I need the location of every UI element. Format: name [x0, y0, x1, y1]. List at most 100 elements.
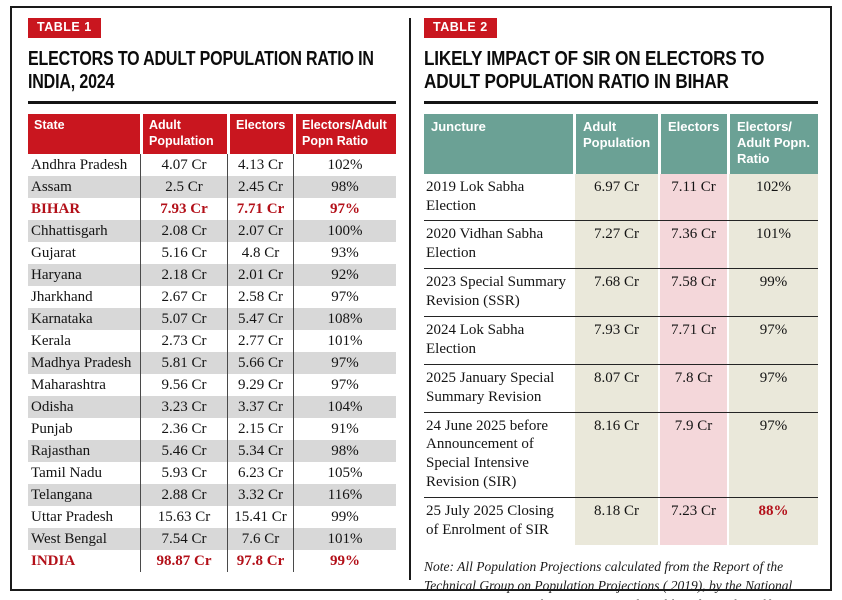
state-cell: Jharkhand: [31, 288, 93, 305]
ratio-cell: 99%: [727, 269, 818, 316]
table-row: Punjab 2.36 Cr 2.15 Cr 91%: [28, 418, 396, 441]
electors-cell: 7.36 Cr: [658, 221, 727, 269]
table-row: Assam 2.5 Cr 2.45 Cr 98%: [28, 176, 396, 199]
juncture-cell: 25 July 2025 Closing of Enrolment of SIR: [424, 498, 573, 545]
table-row: Odisha 3.23 Cr 3.37 Cr 104%: [28, 396, 396, 419]
adult-population-cell: 2.08 Cr: [140, 220, 227, 243]
state-cell: Rajasthan: [31, 442, 91, 459]
ratio-cell: 97%: [727, 364, 818, 412]
state-cell: Madhya Pradesh: [31, 354, 132, 371]
state-cell: Tamil Nadu: [31, 464, 103, 481]
adult-population-cell: 2.88 Cr: [140, 484, 227, 507]
column-header-juncture: Juncture: [424, 113, 573, 174]
adult-population-cell: 4.07 Cr: [140, 154, 227, 177]
ratio-cell: 104%: [293, 396, 396, 419]
adult-population-cell: 7.27 Cr: [573, 221, 658, 269]
electors-cell: 5.47 Cr: [227, 308, 293, 331]
table-row: 2025 January Special Summary Revision 8.0…: [424, 364, 818, 413]
table-row: 2019 Lok Sabha Election 6.97 Cr 7.11 Cr 102…: [424, 173, 818, 222]
state-cell: Punjab: [31, 420, 73, 437]
electors-cell: 7.8 Cr: [658, 364, 727, 412]
table-row: BIHAR 7.93 Cr 7.71 Cr 97%: [28, 198, 396, 221]
table1-panel: TABLE 1 ELECTORS TO ADULT POPULATION RAT…: [28, 18, 396, 573]
ratio-cell: 108%: [293, 308, 396, 331]
ratio-cell: 101%: [727, 221, 818, 269]
adult-population-cell: 7.93 Cr: [573, 316, 658, 364]
table1-body: Andhra Pradesh 4.07 Cr 4.13 Cr 102% Assam 2.5…: [28, 154, 396, 573]
electors-cell: 2.07 Cr: [227, 220, 293, 243]
ratio-cell: 97%: [293, 286, 396, 309]
electors-cell: 2.15 Cr: [227, 418, 293, 441]
electors-cell: 2.77 Cr: [227, 330, 293, 353]
table-row: 24 June 2025 before Announcement of Spec…: [424, 412, 818, 499]
table2-title: LIKELY IMPACT OF SIR ON ELECTORS TO ADUL…: [424, 47, 765, 93]
state-cell: Uttar Pradesh: [31, 508, 114, 525]
adult-population-cell: 8.07 Cr: [573, 364, 658, 412]
juncture-cell: 24 June 2025 before Announcement of Spec…: [424, 412, 573, 498]
table1: State Adult Population Electors Electors…: [28, 113, 396, 573]
adult-population-cell: 5.93 Cr: [140, 462, 227, 485]
table2-body: 2019 Lok Sabha Election 6.97 Cr 7.11 Cr 102…: [424, 173, 818, 545]
adult-population-cell: 7.93 Cr: [140, 198, 227, 221]
table2-badge: TABLE 2: [424, 18, 497, 38]
table-row: 2023 Special Summary Revision (SSR) 7.68 …: [424, 269, 818, 317]
juncture-cell: 2019 Lok Sabha Election: [424, 173, 573, 221]
table-row: Karnataka 5.07 Cr 5.47 Cr 108%: [28, 308, 396, 331]
electors-cell: 7.71 Cr: [227, 198, 293, 221]
electors-cell: 6.23 Cr: [227, 462, 293, 485]
state-cell: BIHAR: [31, 200, 81, 217]
border-frame: TABLE 1 ELECTORS TO ADULT POPULATION RAT…: [10, 6, 832, 600]
state-cell: Odisha: [31, 398, 74, 415]
table2-panel: TABLE 2 LIKELY IMPACT OF SIR ON ELECTORS…: [424, 18, 818, 600]
table2-header: Juncture Adult Population Electors Elect…: [424, 113, 818, 174]
electors-cell: 7.11 Cr: [658, 173, 727, 221]
ratio-cell: 88%: [727, 498, 818, 545]
ratio-cell: 105%: [293, 462, 396, 485]
juncture-cell: 2024 Lok Sabha Election: [424, 316, 573, 364]
adult-population-cell: 5.46 Cr: [140, 440, 227, 463]
column-divider: [409, 18, 411, 580]
state-cell: Kerala: [31, 332, 71, 349]
electors-cell: 7.23 Cr: [658, 498, 727, 545]
electors-cell: 2.58 Cr: [227, 286, 293, 309]
ratio-cell: 100%: [293, 220, 396, 243]
table-row: Uttar Pradesh 15.63 Cr 15.41 Cr 99%: [28, 506, 396, 529]
ratio-cell: 97%: [727, 316, 818, 364]
state-cell: Telangana: [31, 486, 93, 503]
table-row: West Bengal 7.54 Cr 7.6 Cr 101%: [28, 528, 396, 551]
ratio-cell: 97%: [727, 412, 818, 498]
table-row: 25 July 2025 Closing of Enrolment of SIR…: [424, 498, 818, 545]
ratio-cell: 99%: [293, 550, 396, 573]
electors-cell: 3.32 Cr: [227, 484, 293, 507]
electors-cell: 2.45 Cr: [227, 176, 293, 199]
adult-population-cell: 2.5 Cr: [140, 176, 227, 199]
state-cell: Maharashtra: [31, 376, 106, 393]
ratio-cell: 98%: [293, 440, 396, 463]
adult-population-cell: 2.36 Cr: [140, 418, 227, 441]
adult-population-cell: 2.67 Cr: [140, 286, 227, 309]
table-row: Haryana 2.18 Cr 2.01 Cr 92%: [28, 264, 396, 287]
ratio-cell: 98%: [293, 176, 396, 199]
table-row: Chhattisgarh 2.08 Cr 2.07 Cr 100%: [28, 220, 396, 243]
electors-cell: 7.71 Cr: [658, 316, 727, 364]
ratio-cell: 102%: [293, 154, 396, 177]
table1-badge: TABLE 1: [28, 18, 101, 38]
electors-cell: 3.37 Cr: [227, 396, 293, 419]
ratio-cell: 92%: [293, 264, 396, 287]
table1-header: State Adult Population Electors Electors…: [28, 113, 396, 155]
juncture-cell: 2023 Special Summary Revision (SSR): [424, 269, 573, 316]
ratio-cell: 97%: [293, 374, 396, 397]
adult-population-cell: 7.68 Cr: [573, 269, 658, 316]
electors-cell: 7.6 Cr: [227, 528, 293, 551]
adult-population-cell: 6.97 Cr: [573, 173, 658, 221]
electors-cell: 15.41 Cr: [227, 506, 293, 529]
table-row: Gujarat 5.16 Cr 4.8 Cr 93%: [28, 242, 396, 265]
ratio-cell: 102%: [727, 173, 818, 221]
table1-title: ELECTORS TO ADULT POPULATION RATIO IN IN…: [28, 47, 374, 93]
table-row: Tamil Nadu 5.93 Cr 6.23 Cr 105%: [28, 462, 396, 485]
state-cell: Andhra Pradesh: [31, 156, 128, 173]
column-header-adult-population: Adult Population: [573, 113, 658, 174]
column-header-ratio: Electors/ Adult Popn. Ratio: [727, 113, 818, 174]
table-row: INDIA 98.87 Cr 97.8 Cr 99%: [28, 550, 396, 573]
adult-population-cell: 8.18 Cr: [573, 498, 658, 545]
